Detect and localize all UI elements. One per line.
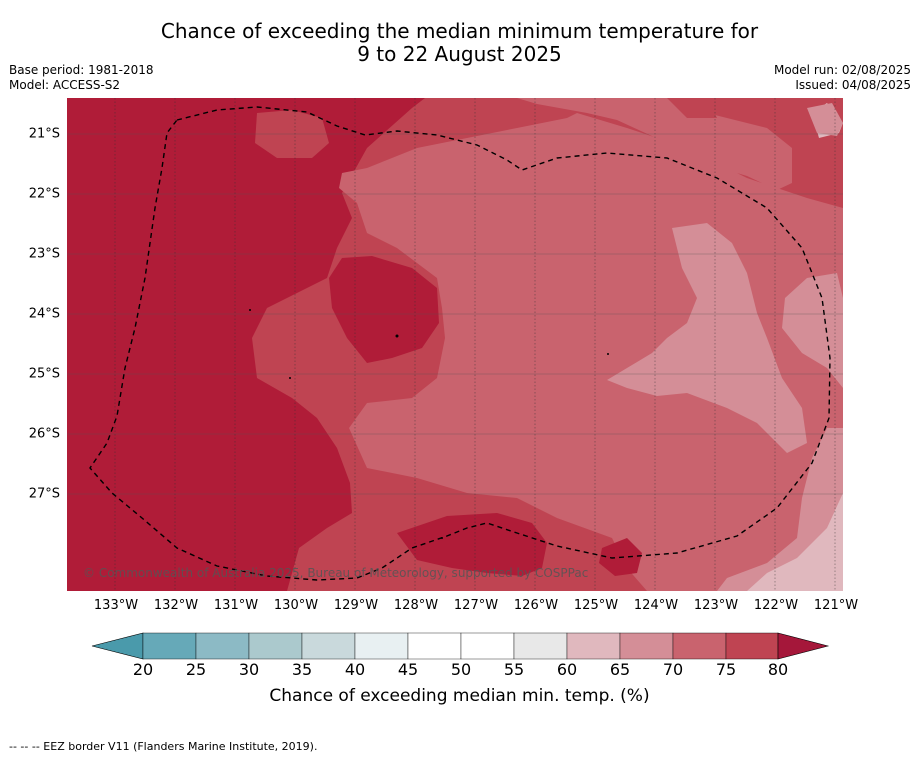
lon-label: 122°W: [753, 598, 799, 613]
lat-label: 27°S: [28, 486, 60, 502]
colorbar-title: Chance of exceeding median min. temp. (%…: [269, 686, 650, 706]
map-svg: [67, 98, 843, 591]
colorbar-tick: 40: [344, 660, 366, 679]
colorbar-bin-35: [301, 632, 356, 660]
lon-label: 131°W: [213, 598, 259, 613]
colorbar-bin-45: [407, 632, 462, 660]
region-60: [747, 103, 843, 591]
colorbar-bin-75: [725, 632, 779, 660]
colorbar-bin-40: [354, 632, 409, 660]
colorbar-tick: 60: [556, 660, 578, 679]
colorbar-bin-60: [566, 632, 621, 660]
title-line-1: Chance of exceeding the median minimum t…: [160, 19, 759, 43]
region-70: [339, 98, 843, 591]
region-80-south: [397, 513, 547, 576]
eez-border: [89, 106, 831, 581]
region-80-central: [329, 256, 439, 363]
colorbar-bin-65: [619, 632, 674, 660]
colorbar: [91, 632, 830, 660]
lon-label: 124°W: [633, 598, 679, 613]
lat-label: 23°S: [28, 246, 60, 262]
region-65: [607, 223, 843, 591]
footer-note: -- -- -- EEZ border V11 (Flanders Marine…: [9, 740, 318, 753]
colorbar-tick: 65: [609, 660, 631, 679]
lat-label: 22°S: [28, 186, 60, 202]
lon-label: 132°W: [153, 598, 199, 613]
copyright-text: © Commonwealth of Australia 2025, Bureau…: [83, 566, 589, 580]
colorbar-tick: 30: [238, 660, 260, 679]
colorbar-bin-25: [195, 632, 250, 660]
lon-label: 130°W: [273, 598, 319, 613]
colorbar-bin-20: [142, 632, 197, 660]
lon-label: 123°W: [693, 598, 739, 613]
base-period-text: Base period: 1981-2018: [9, 63, 154, 77]
island-markers: [249, 309, 609, 539]
region-75-patch: [667, 98, 843, 148]
lon-label: 125°W: [573, 598, 619, 613]
map-panel: [67, 98, 843, 591]
colorbar-tick: 25: [185, 660, 207, 679]
lat-label: 21°S: [28, 126, 60, 142]
lon-label: 121°W: [813, 598, 859, 613]
lat-label: 26°S: [28, 426, 60, 442]
colorbar-tick: 20: [132, 660, 154, 679]
lon-label: 129°W: [333, 598, 379, 613]
issued-text: Issued: 04/08/2025: [795, 78, 911, 92]
colorbar-bin-70: [672, 632, 727, 660]
colorbar-low-extension: [91, 632, 144, 660]
region-65-upper: [807, 103, 843, 136]
lon-label: 128°W: [393, 598, 439, 613]
model-run-text: Model run: 02/08/2025: [773, 63, 911, 77]
colorbar-tick: 55: [503, 660, 525, 679]
title-line-2: 9 to 22 August 2025: [357, 42, 562, 66]
colorbar-tick: 80: [767, 660, 789, 679]
colorbar-bin-50: [460, 632, 515, 660]
lat-label: 24°S: [28, 306, 60, 322]
colorbar-tick: 75: [715, 660, 737, 679]
colorbar-bin-30: [248, 632, 303, 660]
lon-label: 126°W: [513, 598, 559, 613]
graticule-lat: [67, 133, 843, 495]
colorbar-tick: 45: [397, 660, 419, 679]
model-text: Model: ACCESS-S2: [9, 78, 121, 92]
colorbar-tick: 50: [450, 660, 472, 679]
colorbar-tick: 35: [291, 660, 313, 679]
lat-label: 25°S: [28, 366, 60, 382]
lon-label: 127°W: [453, 598, 499, 613]
colorbar-high-extension: [777, 632, 830, 660]
colorbar-bin-55: [513, 632, 568, 660]
colorbar-tick: 70: [662, 660, 684, 679]
graticule: [114, 98, 836, 591]
lon-label: 133°W: [93, 598, 139, 613]
